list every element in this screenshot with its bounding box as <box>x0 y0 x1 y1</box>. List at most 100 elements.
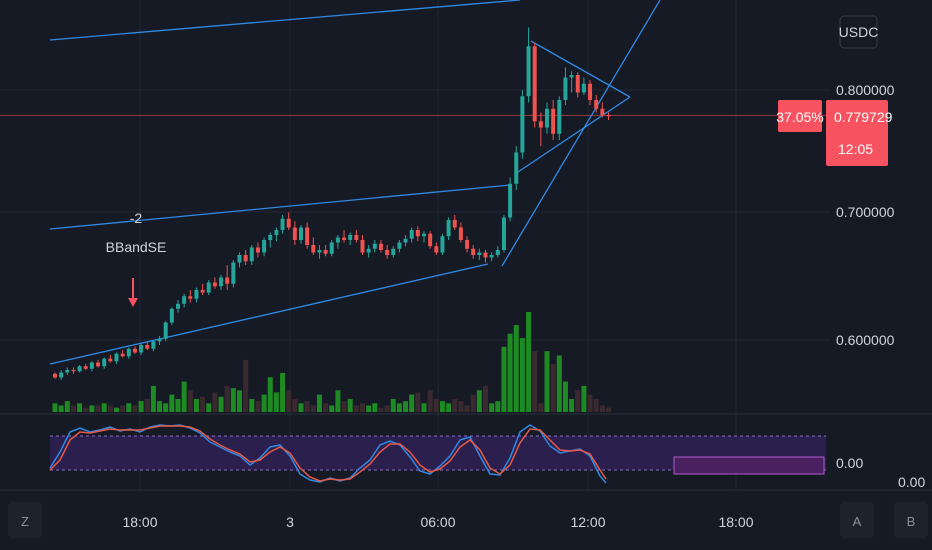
breakout-line[interactable] <box>501 0 661 267</box>
candle <box>366 245 371 258</box>
candle <box>335 235 340 249</box>
candle-body <box>483 252 488 258</box>
candle-body <box>274 230 279 235</box>
volume-bar <box>304 401 310 412</box>
candle <box>588 80 593 105</box>
candle-body <box>465 240 470 249</box>
candle-body <box>366 248 371 253</box>
candle <box>65 367 70 375</box>
volume-bar <box>70 405 76 412</box>
candle <box>89 361 94 372</box>
volume-bar <box>298 403 304 412</box>
candle-body <box>65 370 70 373</box>
auto-scale-button[interactable]: A <box>840 502 874 538</box>
volume-bar <box>593 398 599 412</box>
time-tick-1800-b: 18:00 <box>718 514 753 530</box>
zoom-button-frame[interactable] <box>8 502 42 538</box>
triangle-lower-line[interactable] <box>517 96 631 173</box>
candle <box>139 343 144 355</box>
candle-body <box>157 338 162 342</box>
volume-bar <box>273 392 279 412</box>
trend-lines[interactable] <box>49 0 661 365</box>
volume-bar <box>501 346 507 412</box>
candle-body <box>514 152 519 184</box>
candle-body <box>594 100 599 109</box>
volume-bar <box>433 398 439 412</box>
candle <box>317 245 322 259</box>
volume-bar <box>52 403 58 412</box>
volume-bar <box>446 403 452 412</box>
candle-body <box>151 341 156 349</box>
currency-button[interactable]: USDC <box>839 15 879 49</box>
candle-body <box>200 290 205 293</box>
currency-button-frame[interactable] <box>839 15 878 49</box>
candle-body <box>551 108 556 134</box>
price-axis[interactable]: 0.800000 0.700000 0.600000 0.00 0.00 <box>836 82 925 490</box>
bar-countdown: 12:05 <box>838 141 873 157</box>
candle-body <box>378 243 383 250</box>
volume-bar <box>206 403 212 412</box>
candle <box>243 250 248 265</box>
candle-body <box>335 237 340 243</box>
candle-body <box>59 372 64 378</box>
volume-bar <box>360 403 365 412</box>
volume-bar <box>335 390 341 412</box>
candle-body <box>317 250 322 253</box>
volume-bar <box>261 394 267 412</box>
candle-body <box>182 296 187 304</box>
b-button-frame[interactable] <box>894 502 928 538</box>
candle-body <box>428 233 433 247</box>
strategy-signal[interactable]: -2 BBandSE <box>106 210 167 307</box>
candle <box>145 342 150 350</box>
volume-bar <box>409 394 415 412</box>
candle <box>434 242 439 255</box>
volume-bar <box>470 394 476 412</box>
auto-scale-button-frame[interactable] <box>840 502 874 538</box>
time-tick-0600: 06:00 <box>420 514 455 530</box>
candle <box>71 367 76 374</box>
candle <box>292 221 297 245</box>
volume-bar <box>126 403 132 412</box>
b-button[interactable]: B <box>894 502 928 538</box>
candle-body <box>243 255 248 262</box>
oscillator-highlight-box[interactable] <box>673 456 825 475</box>
candle-body <box>249 247 254 262</box>
candle <box>440 233 445 255</box>
volume-bar <box>464 405 470 412</box>
candle-body <box>323 250 328 254</box>
triangle-upper-line[interactable] <box>530 40 631 98</box>
volume-bar <box>353 405 359 412</box>
volume-bar <box>120 405 126 412</box>
candle-body <box>588 83 593 100</box>
time-axis[interactable]: 18:00 3 06:00 12:00 18:00 <box>122 514 753 530</box>
candle <box>120 350 125 358</box>
candle-body <box>305 227 310 245</box>
candle <box>372 240 377 253</box>
volume-bar <box>323 403 329 412</box>
channel-top-line[interactable] <box>49 184 511 230</box>
candle-body <box>255 247 260 253</box>
candle <box>606 112 611 120</box>
candle <box>532 42 537 128</box>
channel-bottom-line[interactable] <box>49 263 489 365</box>
candle-body <box>132 348 137 353</box>
volume-bar <box>286 390 292 412</box>
candle <box>206 280 211 295</box>
time-tick-1200: 12:00 <box>570 514 605 530</box>
volume-bar <box>483 385 488 412</box>
zoom-button[interactable]: Z <box>8 502 42 538</box>
candle-body <box>489 255 494 258</box>
candle <box>508 177 513 222</box>
bottom-toolbar[interactable]: Z A B <box>8 502 928 538</box>
candle <box>249 245 254 265</box>
candle-body <box>145 345 150 349</box>
volume-bar <box>200 396 206 412</box>
candle-body <box>219 277 224 287</box>
candle <box>262 237 267 257</box>
candle-body <box>286 218 291 228</box>
volume-bars <box>52 312 611 412</box>
upper-channel-line[interactable] <box>49 0 521 41</box>
volume-bar <box>384 405 390 412</box>
volume-bar <box>329 405 335 412</box>
